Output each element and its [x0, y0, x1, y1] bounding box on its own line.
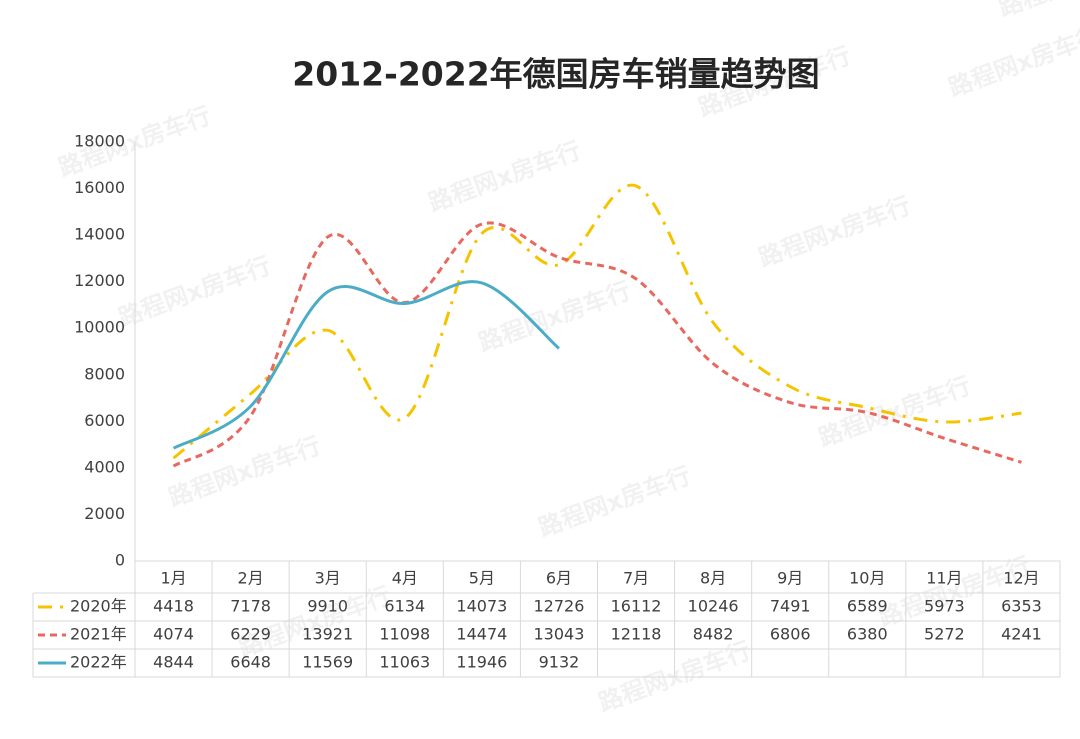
table-cell: 12118 — [611, 625, 662, 644]
table-cell: 14073 — [456, 597, 507, 616]
x-tick-label: 5月 — [469, 569, 495, 588]
table-cell: 4241 — [1001, 625, 1042, 644]
table-cell: 8482 — [693, 625, 734, 644]
x-tick-label: 8月 — [700, 569, 726, 588]
table-cell: 13921 — [302, 625, 353, 644]
y-tick-label: 8000 — [84, 364, 125, 383]
table-cell: 11098 — [379, 625, 430, 644]
table-cell: 10246 — [688, 597, 739, 616]
table-cell: 11569 — [302, 653, 353, 672]
table-cell: 7178 — [230, 597, 271, 616]
watermark: 路程网x房车行 — [425, 136, 584, 217]
y-tick-label: 2000 — [84, 504, 125, 523]
table-cell: 6589 — [847, 597, 888, 616]
table-cell: 5973 — [924, 597, 965, 616]
watermark: 路程网x房车行 — [995, 0, 1080, 22]
x-tick-label: 4月 — [392, 569, 418, 588]
series-line — [172, 280, 560, 450]
table-cell: 9910 — [307, 597, 348, 616]
x-tick-label: 3月 — [315, 569, 341, 588]
y-tick-label: 4000 — [84, 457, 125, 476]
x-tick-label: 9月 — [777, 569, 803, 588]
watermark: 路程网x房车行 — [115, 251, 274, 332]
legend-label: 2020年 — [70, 597, 127, 616]
table-cell: 6353 — [1001, 597, 1042, 616]
x-tick-label: 10月 — [849, 569, 885, 588]
y-tick-label: 10000 — [74, 318, 125, 337]
y-tick-label: 6000 — [84, 411, 125, 430]
y-tick-label: 12000 — [74, 271, 125, 290]
table-cell: 13043 — [534, 625, 585, 644]
table-cell: 11946 — [456, 653, 507, 672]
chart-title: 2012-2022年德国房车销量趋势图 — [292, 55, 819, 94]
table-cell: 6648 — [230, 653, 271, 672]
y-tick-label: 14000 — [74, 225, 125, 244]
x-tick-label: 7月 — [623, 569, 649, 588]
x-tick-label: 2月 — [238, 569, 264, 588]
table-cell: 11063 — [379, 653, 430, 672]
table-cell: 9132 — [539, 653, 580, 672]
y-tick-label: 16000 — [74, 178, 125, 197]
x-tick-label: 12月 — [1003, 569, 1039, 588]
watermark: 路程网x房车行 — [755, 191, 914, 272]
table-cell: 5272 — [924, 625, 965, 644]
legend-label: 2022年 — [70, 653, 127, 672]
x-tick-label: 6月 — [546, 569, 572, 588]
table-cell: 4844 — [153, 653, 194, 672]
table-cell: 4074 — [153, 625, 194, 644]
legend-label: 2021年 — [70, 625, 127, 644]
table-cell: 6380 — [847, 625, 888, 644]
table-cell: 14474 — [456, 625, 507, 644]
table-cell: 16112 — [611, 597, 662, 616]
watermark: 路程网x房车行 — [535, 461, 694, 542]
table-cell: 4418 — [153, 597, 194, 616]
series-line — [172, 221, 1022, 468]
watermark: 路程网x房车行 — [875, 551, 1034, 632]
table-cell: 12726 — [534, 597, 585, 616]
y-tick-label: 0 — [115, 551, 125, 570]
watermark: 路程网x房车行 — [165, 431, 324, 512]
table-cell: 6134 — [384, 597, 425, 616]
x-tick-label: 1月 — [160, 569, 186, 588]
watermark: 路程网x房车行 — [945, 21, 1080, 102]
table-cell: 6229 — [230, 625, 271, 644]
table-cell: 6806 — [770, 625, 811, 644]
y-tick-label: 18000 — [74, 132, 125, 151]
table-cell: 7491 — [770, 597, 811, 616]
x-tick-label: 11月 — [926, 569, 962, 588]
series-line — [172, 183, 1022, 460]
